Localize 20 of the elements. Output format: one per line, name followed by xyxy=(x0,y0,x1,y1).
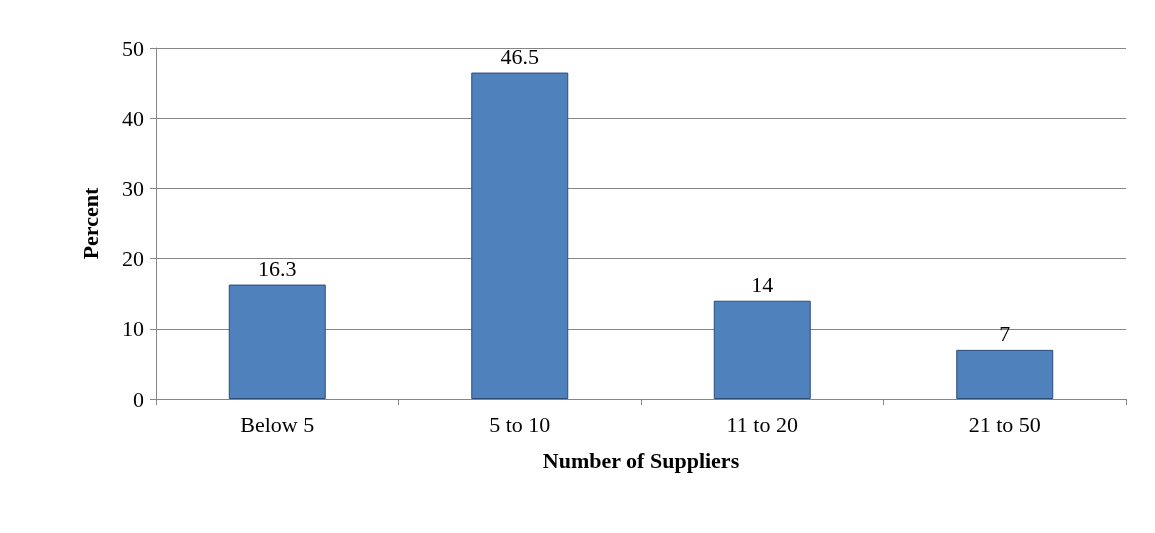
x-tick-label: 5 to 10 xyxy=(489,411,551,437)
data-label: 14 xyxy=(751,272,774,298)
y-tick-label: 20 xyxy=(122,246,144,272)
x-tick-label: 11 to 20 xyxy=(726,411,798,437)
y-tick-label: 10 xyxy=(122,316,144,342)
y-tick-label: 50 xyxy=(122,35,144,61)
bar xyxy=(228,284,326,399)
x-tick-label: Below 5 xyxy=(240,411,315,437)
bar xyxy=(471,72,569,399)
y-tick-label: 30 xyxy=(122,175,144,201)
y-tick-label: 40 xyxy=(122,105,144,131)
data-label: 7 xyxy=(999,321,1011,347)
y-axis-title: Percent xyxy=(77,187,103,260)
data-label: 16.3 xyxy=(258,256,297,282)
x-axis-title: Number of Suppliers xyxy=(542,447,740,473)
x-tick-label: 21 to 50 xyxy=(968,411,1041,437)
bar xyxy=(956,349,1054,399)
bar xyxy=(713,300,811,399)
y-tick-label: 0 xyxy=(133,386,144,412)
data-label: 46.5 xyxy=(500,44,539,70)
